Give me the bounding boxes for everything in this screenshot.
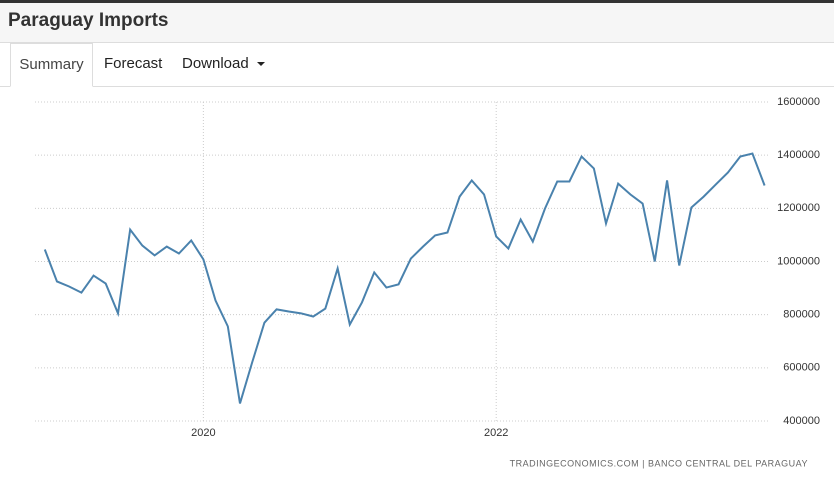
caret [256,62,265,67]
page-title: Paraguay Imports [8,10,169,31]
y-tick-label: 1400000 [777,149,820,161]
y-tick-label: 400000 [783,415,820,427]
y-tick-label: 600000 [783,362,820,374]
y-tick-label: 1000000 [777,255,820,267]
tab-bar: Summary Forecast Download [0,43,834,87]
y-tick-label: 1600000 [777,96,820,108]
y-tick-label: 800000 [783,309,820,321]
line [43,152,766,404]
tab-label: Download [182,55,249,72]
source: TRADINGECONOMICS.COM | BANCO CENTRAL DEL… [510,458,808,468]
x-tick-label: 2020 [191,427,215,439]
y-tick-label: 1200000 [777,202,820,214]
tab[interactable]: Forecast [104,55,163,72]
top-bar [0,0,834,3]
chart: 400000 600000 800000 1000000 1200000 1400000 1… [35,96,820,468]
tab[interactable]: Summary [10,43,93,87]
header: Paraguay Imports [0,3,834,43]
x-tick-label: 2022 [484,427,508,439]
tab[interactable]: Download [182,43,265,86]
